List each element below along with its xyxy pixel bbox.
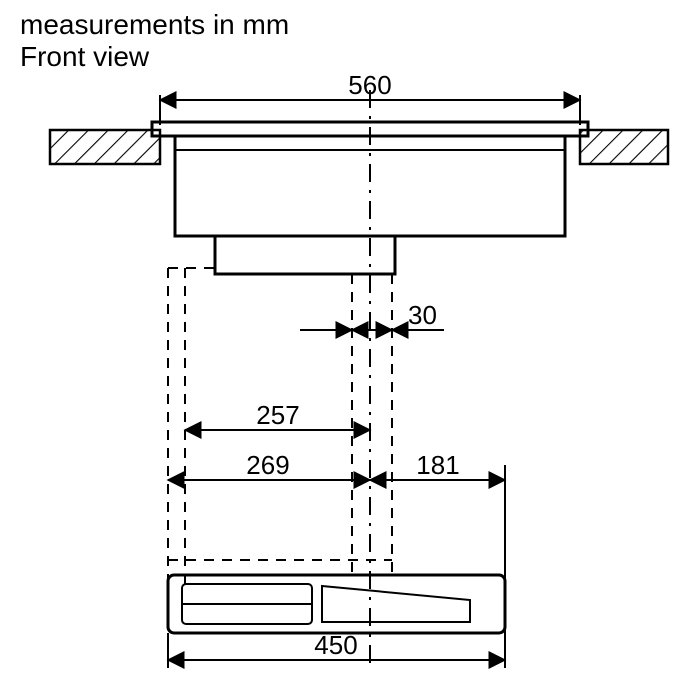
countertop-left: [50, 130, 160, 164]
dim-269-181: 269 181: [168, 450, 505, 640]
dim-257-label: 257: [256, 400, 299, 430]
drawing-canvas: measurements in mm Front view 560: [0, 0, 700, 700]
dim-30: 30: [300, 300, 444, 330]
title-line-1: measurements in mm: [20, 9, 289, 40]
countertop-right: [580, 130, 668, 164]
drain-stub: [215, 236, 395, 274]
dim-top-label: 560: [348, 70, 391, 100]
dim-450: 450: [168, 630, 505, 668]
bottom-unit: [168, 575, 505, 633]
sink-body: [175, 136, 565, 236]
dim-450-label: 450: [314, 630, 357, 660]
dim-269-label: 269: [246, 450, 289, 480]
title-line-2: Front view: [20, 41, 150, 72]
dim-30-label: 30: [408, 300, 437, 330]
dim-257: 257: [185, 400, 370, 430]
dim-181-label: 181: [416, 450, 459, 480]
